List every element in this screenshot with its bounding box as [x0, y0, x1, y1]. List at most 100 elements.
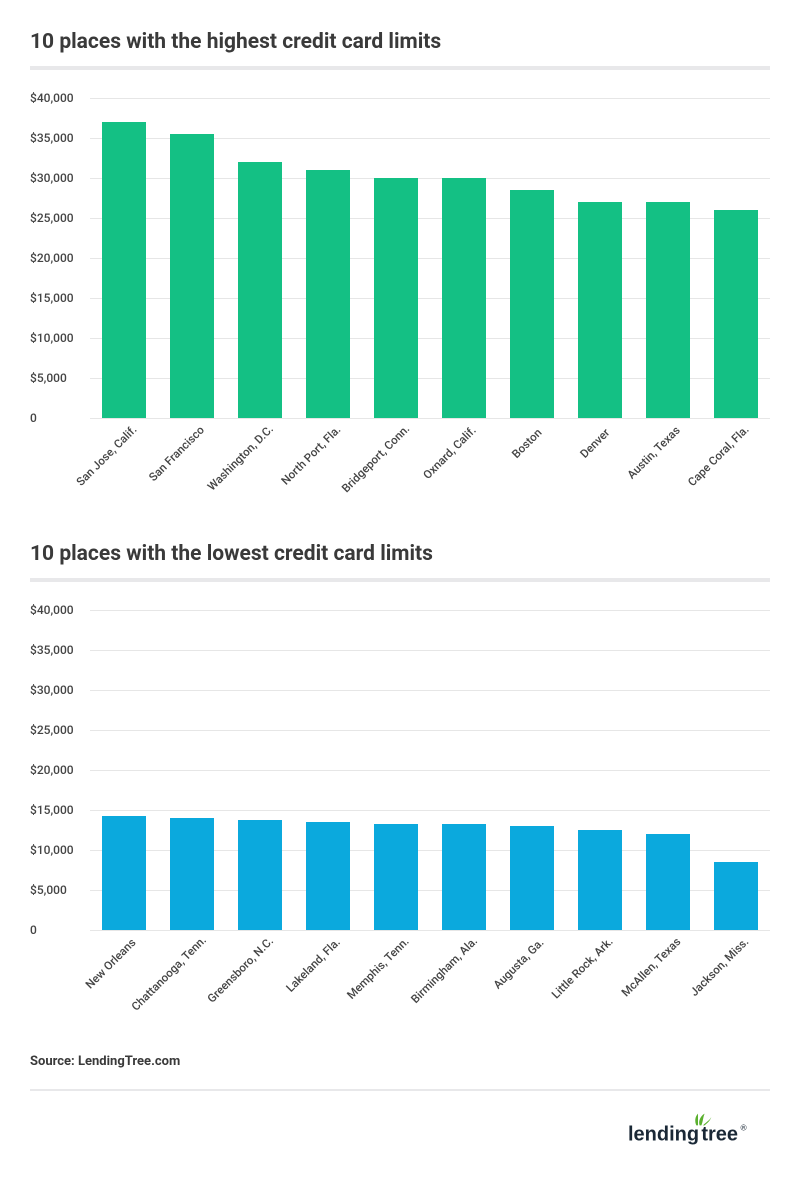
x-label-slot: North Port, Fla. [294, 422, 362, 507]
bar-slot [158, 610, 226, 930]
bar [578, 830, 622, 930]
bars-row [90, 98, 770, 418]
chart-title: 10 places with the lowest credit card li… [30, 542, 770, 566]
bar [714, 210, 758, 418]
bar-slot [430, 98, 498, 418]
gridline [90, 418, 770, 419]
x-label-slot: Boston [498, 422, 566, 507]
bar-slot [634, 98, 702, 418]
x-axis-label: New Orleans [82, 935, 138, 991]
x-label-slot: Memphis, Tenn. [362, 934, 430, 1019]
y-axis-label: $30,000 [30, 683, 82, 697]
y-axis-label: $20,000 [30, 251, 82, 265]
bar [238, 820, 282, 930]
bar-slot [362, 610, 430, 930]
bar-slot [702, 98, 770, 418]
bar-slot [566, 610, 634, 930]
bar-slot [498, 610, 566, 930]
x-label-slot: Lakeland, Fla. [294, 934, 362, 1019]
infographic-container: 10 places with the highest credit card l… [0, 0, 800, 1167]
bar [646, 834, 690, 930]
chart-area: 0$5,000$10,000$15,000$20,000$25,000$30,0… [30, 98, 770, 418]
bar [442, 824, 486, 930]
chart-area: 0$5,000$10,000$15,000$20,000$25,000$30,0… [30, 610, 770, 930]
x-label-slot: Chattanooga, Tenn. [158, 934, 226, 1019]
lendingtree-logo: lending tree ® [628, 1107, 770, 1147]
bar-slot [158, 98, 226, 418]
title-underline [30, 66, 770, 70]
svg-text:tree: tree [702, 1123, 739, 1145]
title-underline [30, 578, 770, 582]
bar-slot [362, 98, 430, 418]
x-label-slot: Birmingham, Ala. [430, 934, 498, 1019]
bar-slot [90, 98, 158, 418]
chart-plot: 0$5,000$10,000$15,000$20,000$25,000$30,0… [90, 610, 770, 930]
y-axis-label: $40,000 [30, 603, 82, 617]
x-axis-label: San Jose, Calif. [73, 422, 139, 488]
y-axis-label: $5,000 [30, 371, 82, 385]
y-axis-label: $20,000 [30, 763, 82, 777]
bar-slot [430, 610, 498, 930]
y-axis-label: $5,000 [30, 883, 82, 897]
bar [170, 818, 214, 930]
x-label-slot: Augusta, Ga. [498, 934, 566, 1019]
y-axis-label: $15,000 [30, 291, 82, 305]
bar-slot [634, 610, 702, 930]
x-axis-label: Augusta, Ga. [490, 935, 546, 991]
bar-slot [498, 98, 566, 418]
bar [306, 170, 350, 418]
chart-block: 10 places with the highest credit card l… [30, 30, 770, 507]
x-labels-row: San Jose, Calif.San FranciscoWashington,… [30, 422, 770, 507]
bar [170, 134, 214, 418]
bar [374, 178, 418, 418]
x-label-slot: Greensboro, N.C. [226, 934, 294, 1019]
x-label-slot: Oxnard, Calif. [430, 422, 498, 507]
x-label-slot: San Jose, Calif. [90, 422, 158, 507]
bar-slot [294, 98, 362, 418]
chart-title: 10 places with the highest credit card l… [30, 30, 770, 54]
y-axis-label: $30,000 [30, 171, 82, 185]
x-label-slot: Denver [566, 422, 634, 507]
x-label-slot: Bridgeport, Conn. [362, 422, 430, 507]
bar [442, 178, 486, 418]
bar [374, 824, 418, 930]
bar-slot [226, 610, 294, 930]
y-axis-label: $25,000 [30, 723, 82, 737]
y-axis-label: $10,000 [30, 331, 82, 345]
x-label-slot: San Francisco [158, 422, 226, 507]
gridline [90, 930, 770, 931]
x-label-slot: Little Rock, Ark. [566, 934, 634, 1019]
logo-wrap: lending tree ® [30, 1107, 770, 1147]
y-axis-label: $10,000 [30, 843, 82, 857]
svg-text:lending: lending [628, 1123, 699, 1145]
x-label-slot: Cape Coral, Fla. [702, 422, 770, 507]
bar [238, 162, 282, 418]
footer-divider [30, 1089, 770, 1091]
y-axis-label: 0 [30, 923, 82, 937]
y-axis-label: $40,000 [30, 91, 82, 105]
x-label-slot: Austin, Texas [634, 422, 702, 507]
x-axis-label: Denver [577, 425, 612, 460]
bar [510, 826, 554, 930]
bar [714, 862, 758, 930]
bars-row [90, 610, 770, 930]
bar-slot [702, 610, 770, 930]
bar-slot [294, 610, 362, 930]
svg-text:®: ® [741, 1122, 747, 1132]
x-label-slot: Washington, D.C. [226, 422, 294, 507]
source-attribution: Source: LendingTree.com [30, 1054, 770, 1069]
y-axis-label: $15,000 [30, 803, 82, 817]
x-axis-label: Austin, Texas [624, 423, 683, 482]
x-label-slot: McAllen, Texas [634, 934, 702, 1019]
bar [578, 202, 622, 418]
x-axis-label: Boston [509, 425, 545, 461]
chart-block: 10 places with the lowest credit card li… [30, 542, 770, 1019]
y-axis-label: $35,000 [30, 131, 82, 145]
bar-slot [566, 98, 634, 418]
y-axis-label: 0 [30, 411, 82, 425]
charts-region: 10 places with the highest credit card l… [30, 30, 770, 1019]
x-labels-row: New Orleans Chattanooga, Tenn.Greensboro,… [30, 934, 770, 1019]
bar [306, 822, 350, 930]
bar-slot [90, 610, 158, 930]
bar [510, 190, 554, 418]
